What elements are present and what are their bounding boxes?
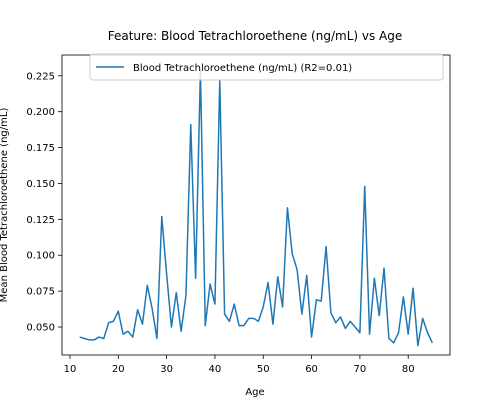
y-tick-label: 0.075: [26, 287, 55, 298]
x-tick-label: 80: [402, 364, 415, 375]
plot-frame: [61, 54, 451, 356]
x-tick-label: 60: [305, 364, 318, 375]
y-axis-label: Mean Blood Tetrachloroethene (ng/mL): [0, 108, 10, 303]
y-tick-label: 0.225: [26, 71, 55, 82]
chart-title: Feature: Blood Tetrachloroethene (ng/mL)…: [108, 29, 403, 43]
x-tick-label: 50: [257, 364, 270, 375]
x-tick-label: 30: [160, 364, 173, 375]
x-axis-label: Age: [245, 387, 264, 398]
x-tick-label: 70: [354, 364, 367, 375]
plot-area: [61, 54, 451, 356]
x-tick-label: 10: [64, 364, 77, 375]
series-line: [79, 69, 434, 347]
y-tick-label: 0.200: [26, 107, 55, 118]
y-tick-label: 0.125: [26, 215, 55, 226]
y-tick-label: 0.175: [26, 143, 55, 154]
y-tick-label: 0.100: [26, 251, 55, 262]
legend-label: Blood Tetrachloroethene (ng/mL) (R2=0.01…: [133, 63, 352, 74]
legend-box: [89, 53, 444, 81]
x-axis: 10 20 30 40 50 60 70 80: [64, 355, 415, 375]
y-tick-label: 0.050: [26, 323, 55, 334]
x-tick-label: 20: [112, 364, 125, 375]
x-tick-label: 40: [209, 364, 222, 375]
y-tick-label: 0.150: [26, 179, 55, 190]
legend: Blood Tetrachloroethene (ng/mL) (R2=0.01…: [89, 53, 444, 81]
y-axis: 0.050 0.075 0.100 0.125 0.150 0.175 0.200 0.225: [26, 71, 62, 334]
